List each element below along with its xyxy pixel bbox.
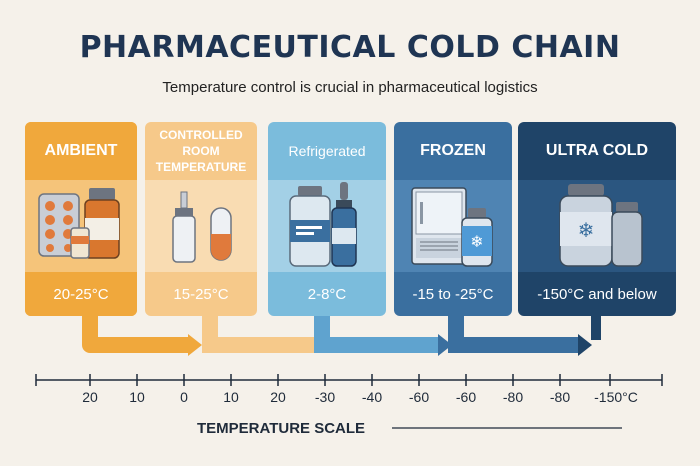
scale-tick-label: 10 xyxy=(129,389,145,405)
stage-range: -15 to -25°C xyxy=(412,285,494,303)
scale-tick-label: 10 xyxy=(223,389,239,405)
scale-tick-label: 20 xyxy=(270,389,286,405)
ambient-illustration xyxy=(38,188,120,259)
stage-card-ultra-cold: ULTRA COLD ❄ -150°C and below xyxy=(518,122,676,316)
capsule-icon xyxy=(210,207,232,261)
dropper-bottle-icon xyxy=(331,182,357,267)
ultra-cold-container-icon: ❄ xyxy=(559,184,643,267)
stage-card-frozen: FROZEN ❄ -15 to -25°C xyxy=(394,122,512,316)
scale-tick-label: 0 xyxy=(180,389,188,405)
svg-text:❄: ❄ xyxy=(578,218,595,242)
scale-tick-label: 20 xyxy=(82,389,98,405)
stage-name: ULTRA COLD xyxy=(545,142,649,159)
page-title: PHARMACEUTICAL COLD CHAIN xyxy=(79,30,621,65)
stage-name: CONTROLLED ROOM TEMPERATURE xyxy=(155,128,247,174)
stage-card-controlled-room: CONTROLLED ROOM TEMPERATURE 15-25°C xyxy=(145,122,257,316)
pill-blister-icon xyxy=(38,193,80,257)
frozen-vial-icon: ❄ xyxy=(461,208,493,267)
scale-tick-label: -40 xyxy=(361,389,383,405)
scale-tick-label: -30 xyxy=(314,389,336,405)
stage-range: 20-25°C xyxy=(25,272,137,316)
controlled-room-illustration xyxy=(172,191,232,263)
refrigerated-illustration xyxy=(289,182,357,267)
frozen-illustration: ❄ xyxy=(411,187,493,267)
nasal-spray-icon xyxy=(172,191,196,263)
temperature-scale-label: TEMPERATURE SCALE xyxy=(197,420,366,437)
stage-range: 2-8°C xyxy=(307,285,347,303)
stage-card-refrigerated: Refrigerated 2-8°C xyxy=(268,122,386,316)
scale-tick-label: -80 xyxy=(502,389,524,405)
stage-name: Refrigerated xyxy=(288,143,366,159)
medicine-bottle-icon xyxy=(70,188,120,259)
stage-name: AMBIENT xyxy=(25,122,137,180)
stage-card-ambient: AMBIENT 20-25°C xyxy=(25,122,137,316)
scale-tick-label: -150°C xyxy=(594,389,638,405)
stage-range: 15-25°C xyxy=(173,285,229,303)
stage-name: FROZEN xyxy=(420,142,486,159)
scale-tick-label: -60 xyxy=(455,389,477,405)
vial-icon xyxy=(289,186,331,267)
svg-text:❄: ❄ xyxy=(470,232,483,251)
scale-tick-label: -80 xyxy=(549,389,571,405)
scale-tick-label: -60 xyxy=(408,389,430,405)
stage-range: -150°C and below xyxy=(537,285,657,303)
ultra-cold-illustration: ❄ xyxy=(559,184,643,267)
freezer-icon xyxy=(411,187,467,265)
page-subtitle: Temperature control is crucial in pharma… xyxy=(162,79,538,96)
